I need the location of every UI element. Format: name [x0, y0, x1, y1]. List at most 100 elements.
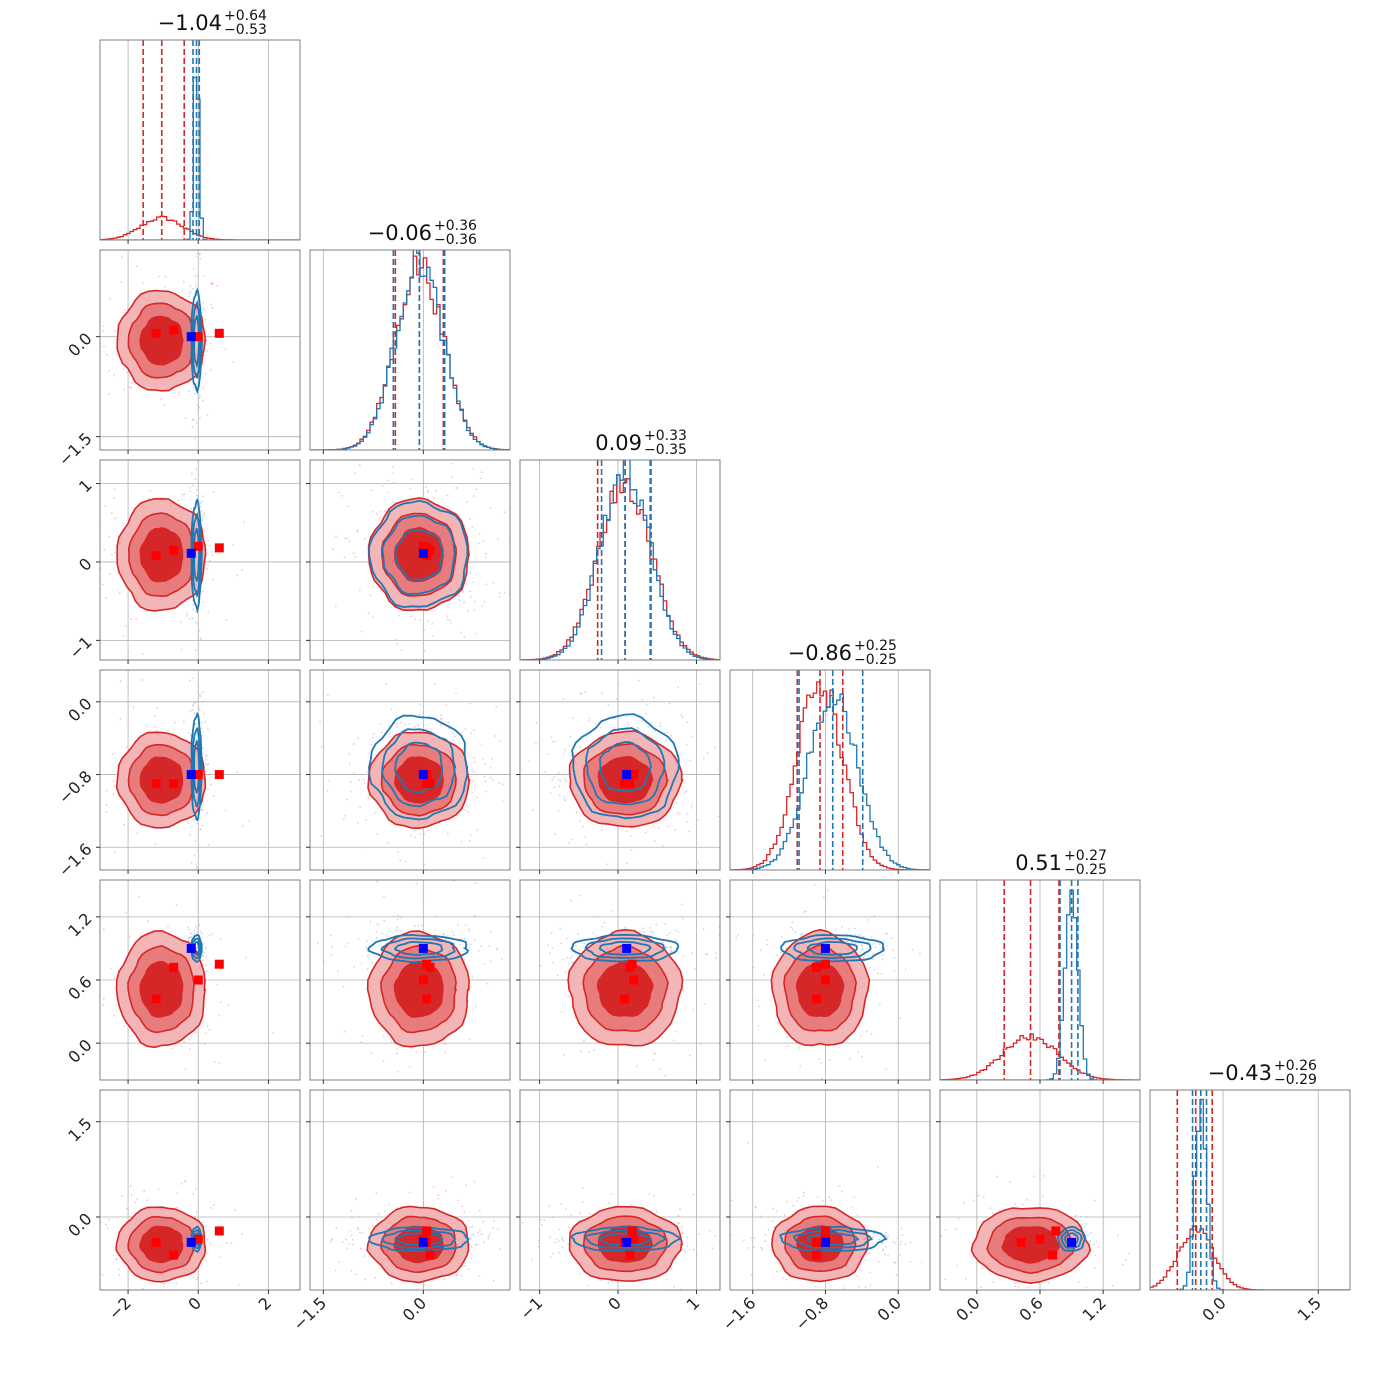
marker-a-2 [820, 975, 830, 985]
scatter-dot [895, 1236, 897, 1238]
scatter-dot [382, 1060, 385, 1062]
title-value: −0.86 [788, 641, 852, 665]
scatter-dot [564, 778, 567, 781]
scatter-dot [205, 1259, 207, 1262]
scatter-dot [565, 937, 568, 940]
scatter-dot [419, 618, 422, 621]
scatter-dot [196, 700, 199, 703]
scatter-dot [473, 761, 476, 763]
scatter-dot [513, 1000, 515, 1002]
scatter-dot [889, 801, 891, 803]
xtick-label-5-0: 0.0 [1198, 1293, 1229, 1324]
scatter-dot [899, 1017, 902, 1019]
scatter-dot [785, 946, 788, 949]
marker-a-1 [811, 962, 821, 972]
contour-b-1 [381, 514, 456, 596]
scatter-dot [432, 1279, 434, 1282]
scatter-dot [675, 802, 678, 804]
scatter-dot [498, 592, 501, 594]
scatter-dot [204, 318, 207, 321]
scatter-dot [188, 292, 191, 295]
scatter-dot [485, 583, 488, 586]
scatter-dot [197, 408, 200, 411]
scatter-dot [110, 967, 113, 970]
scatter-dot [595, 722, 597, 725]
scatter-dot [119, 680, 122, 683]
scatter-dot [744, 941, 746, 943]
scatter-dot [187, 822, 190, 825]
scatter-dot [375, 1192, 378, 1195]
scatter-dot [714, 746, 716, 749]
scatter-dot [865, 1030, 868, 1033]
scatter-dot [791, 928, 794, 931]
scatter-dot [449, 939, 452, 942]
scatter-dot [684, 1251, 687, 1253]
scatter-dot [380, 589, 382, 592]
scatter-dot [794, 931, 797, 933]
scatter-dot [191, 825, 193, 828]
scatter-dot [650, 722, 653, 724]
scatter-dot [185, 612, 188, 615]
panel-3-1 [306, 669, 511, 874]
scatter-dot [469, 590, 472, 592]
scatter-dot [200, 1282, 203, 1285]
scatter-dot [722, 1020, 724, 1022]
scatter-dot [437, 1197, 440, 1200]
scatter-dot [87, 1209, 89, 1211]
scatter-dot [474, 882, 477, 884]
panel-frame [309, 1089, 511, 1291]
marker-a-1 [625, 779, 635, 789]
scatter-dot [225, 1242, 228, 1244]
scatter-dot [351, 1217, 353, 1219]
scatter-dot [455, 692, 457, 695]
scatter-dot [369, 594, 372, 596]
scatter-dot [567, 963, 570, 965]
scatter-dot [125, 746, 128, 748]
scatter-dot [105, 811, 108, 813]
contour-b-0 [394, 941, 444, 956]
scatter-dot [708, 1230, 711, 1232]
scatter-dot [698, 1232, 700, 1235]
scatter-dot [1074, 1214, 1077, 1217]
scatter-dot [767, 1228, 770, 1231]
scatter-dot [194, 438, 196, 440]
contour-b-0 [598, 940, 652, 956]
scatter-dot [357, 1228, 359, 1231]
scatter-dot [418, 713, 420, 716]
scatter-dot [551, 741, 554, 743]
scatter-dot [392, 501, 395, 503]
scatter-dot [458, 599, 461, 602]
panel-content-2-0 [100, 460, 300, 660]
scatter-dot [488, 945, 490, 948]
marker-a-2 [193, 332, 203, 342]
scatter-dot [126, 1207, 128, 1210]
scatter-dot [195, 1187, 198, 1190]
scatter-dot [750, 1237, 752, 1240]
scatter-dot [452, 732, 454, 735]
scatter-dot [709, 973, 711, 975]
scatter-dot [434, 928, 437, 931]
scatter-dot [975, 1216, 978, 1219]
scatter-dot [706, 752, 709, 755]
scatter-dot [839, 1303, 841, 1305]
scatter-dot [468, 1219, 470, 1221]
marker-b [820, 943, 830, 953]
scatter-dot [625, 830, 628, 832]
marker-a-1 [169, 779, 179, 789]
scatter-dot [859, 1034, 862, 1037]
scatter-dot [175, 1282, 178, 1284]
contour-b-2 [367, 933, 470, 963]
scatter-dot [143, 1190, 146, 1193]
scatter-dot [893, 970, 896, 973]
scatter-dot [206, 970, 209, 973]
panel-5-5 [1149, 1089, 1351, 1294]
scatter-dot [603, 921, 606, 924]
panel-1-1 [309, 249, 511, 454]
scatter-dot [690, 807, 692, 809]
scatter-dot [193, 267, 195, 270]
scatter-dot [377, 944, 380, 947]
scatter-dot [342, 985, 345, 988]
scatter-dot [874, 946, 877, 949]
scatter-dot [484, 556, 487, 558]
scatter-dot [444, 1051, 447, 1054]
